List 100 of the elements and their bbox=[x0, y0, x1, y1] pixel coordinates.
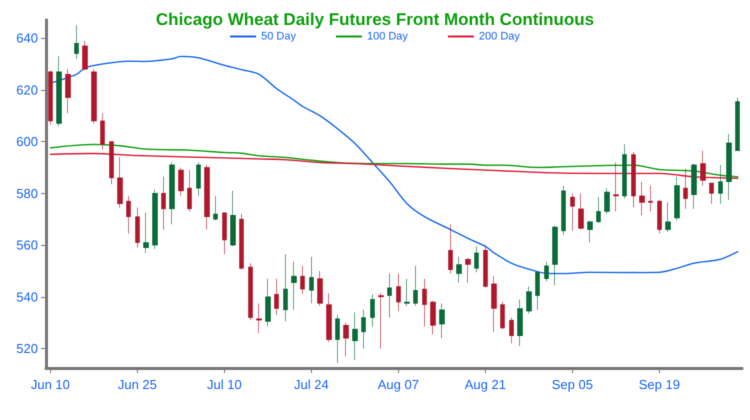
candlestick bbox=[56, 56, 62, 126]
x-tick-label: Jun 10 bbox=[30, 377, 70, 392]
candlestick bbox=[465, 258, 471, 283]
candlestick bbox=[657, 200, 662, 234]
candlestick bbox=[352, 312, 358, 361]
candlestick bbox=[396, 273, 401, 312]
y-tick-label: 620 bbox=[16, 82, 38, 98]
candlestick bbox=[517, 299, 523, 346]
legend-label: 50 Day bbox=[261, 30, 296, 42]
candlestick bbox=[196, 162, 201, 196]
candlestick bbox=[665, 202, 671, 232]
y-tick-label: 600 bbox=[16, 134, 38, 150]
candlestick bbox=[74, 24, 79, 60]
candlestick bbox=[683, 168, 688, 210]
candlestick bbox=[161, 176, 166, 230]
candlestick bbox=[274, 278, 279, 316]
x-tick-label: Jun 25 bbox=[118, 377, 157, 392]
candlestick bbox=[335, 314, 340, 364]
candlestick bbox=[222, 212, 227, 254]
candlestick bbox=[570, 193, 575, 232]
candlestick bbox=[561, 185, 566, 236]
candlestick bbox=[343, 322, 349, 357]
candlestick bbox=[126, 196, 131, 234]
legend-label: 200 Day bbox=[478, 30, 520, 42]
candlestick bbox=[622, 144, 627, 199]
candlestick bbox=[152, 189, 158, 250]
candlestick bbox=[135, 207, 140, 248]
chart-title: Chicago Wheat Daily Futures Front Month Continuous bbox=[156, 10, 594, 29]
candlestick bbox=[578, 193, 584, 230]
candlestick bbox=[474, 246, 479, 273]
candlestick bbox=[726, 134, 732, 200]
candlestick bbox=[143, 212, 149, 254]
candlestick bbox=[91, 68, 97, 124]
candlestick bbox=[326, 292, 332, 342]
candlestick bbox=[48, 70, 53, 126]
candlestick bbox=[404, 278, 410, 306]
candlestick bbox=[552, 225, 558, 286]
candlestick bbox=[178, 167, 184, 196]
candlestick bbox=[204, 164, 210, 230]
candlestick bbox=[535, 270, 540, 310]
candlestick bbox=[604, 188, 610, 214]
candlestick bbox=[691, 163, 697, 210]
candlestick bbox=[613, 162, 619, 212]
line-series bbox=[50, 144, 738, 178]
candlestick bbox=[544, 262, 549, 282]
candlestick bbox=[413, 266, 418, 306]
y-tick-label: 560 bbox=[16, 238, 38, 253]
candlestick bbox=[631, 152, 636, 208]
line-series bbox=[50, 152, 738, 180]
candlestick bbox=[82, 40, 88, 71]
candlestick bbox=[735, 97, 740, 151]
x-tick-label: Sep 05 bbox=[552, 377, 593, 392]
candlestick bbox=[256, 303, 262, 334]
y-tick-label: 640 bbox=[16, 30, 38, 46]
candlestick bbox=[65, 68, 71, 114]
candlestick bbox=[648, 185, 653, 212]
candlestick bbox=[291, 262, 297, 310]
candlestick bbox=[483, 244, 488, 288]
candlestick bbox=[283, 254, 288, 322]
candlestick bbox=[709, 182, 714, 204]
candlestick bbox=[370, 294, 375, 327]
legend-label: 100 Day bbox=[366, 30, 408, 42]
candlestick bbox=[700, 150, 706, 186]
candlestick bbox=[718, 164, 723, 204]
y-tick-label: 580 bbox=[16, 186, 38, 201]
candlestick bbox=[378, 292, 384, 349]
candlestick bbox=[300, 266, 305, 295]
candlestick bbox=[187, 170, 192, 212]
candlestick bbox=[248, 262, 253, 320]
candlestick bbox=[587, 220, 593, 243]
x-tick-label: Jul 24 bbox=[294, 377, 329, 392]
candlestick bbox=[387, 273, 392, 318]
candlestick bbox=[422, 278, 427, 327]
candlestick bbox=[169, 162, 175, 225]
y-tick-label: 540 bbox=[16, 289, 38, 304]
candlestick bbox=[674, 176, 680, 221]
x-tick-label: Jul 10 bbox=[207, 377, 242, 392]
x-tick-label: Sep 19 bbox=[638, 377, 680, 392]
candlestick bbox=[265, 278, 271, 327]
x-tick-label: Aug 07 bbox=[378, 377, 419, 392]
y-tick-label: 520 bbox=[16, 341, 38, 356]
candlestick bbox=[430, 300, 436, 335]
candlestick bbox=[526, 286, 532, 314]
candlestick bbox=[117, 156, 123, 208]
candlestick bbox=[239, 214, 244, 270]
candlestick bbox=[230, 190, 236, 247]
candlestick bbox=[639, 181, 645, 216]
candlestick bbox=[596, 196, 601, 224]
candlestick bbox=[491, 276, 497, 332]
candlestick bbox=[309, 256, 314, 304]
candlestick bbox=[100, 112, 105, 150]
x-tick-label: Aug 21 bbox=[464, 377, 506, 392]
candlestick bbox=[213, 196, 218, 221]
candlestick bbox=[361, 309, 366, 349]
candlestick bbox=[456, 256, 462, 283]
candlestick bbox=[448, 224, 453, 274]
candlestick bbox=[109, 141, 114, 185]
candlestick bbox=[439, 303, 445, 339]
candlestick bbox=[500, 302, 505, 330]
candlestick bbox=[509, 317, 514, 344]
